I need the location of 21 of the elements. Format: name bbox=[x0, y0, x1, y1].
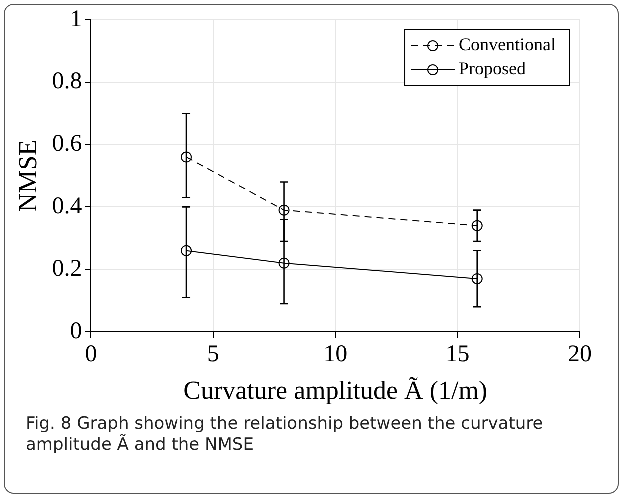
point bbox=[181, 245, 192, 256]
x-tick-label: 20 bbox=[568, 342, 592, 368]
x-axis-title: Curvature amplitude Ã (1/m) bbox=[184, 376, 488, 406]
y-tick-label: 0.6 bbox=[52, 131, 82, 158]
point bbox=[472, 220, 483, 232]
x-tick-label: 15 bbox=[446, 342, 470, 368]
point bbox=[278, 258, 290, 269]
y-tick-label: 0.2 bbox=[52, 256, 82, 282]
point bbox=[472, 273, 483, 284]
point bbox=[278, 204, 290, 216]
y-tick-label: 0 bbox=[70, 318, 82, 344]
legend-label: Conventional bbox=[459, 34, 556, 55]
x-tick-label: 5 bbox=[207, 342, 220, 368]
y-axis-title: NMSE bbox=[13, 140, 42, 212]
x-tick-label: 10 bbox=[324, 342, 348, 368]
legend-label: Proposed bbox=[459, 58, 526, 79]
y-tick-label: 0.4 bbox=[52, 193, 82, 220]
point bbox=[181, 152, 192, 163]
caption: Fig. 8 Graph showing the relationship between the curvature amplitude Ã and the NMSE bbox=[26, 414, 544, 456]
y-tick-label: 1 bbox=[70, 6, 82, 32]
y-tick-label: 0.8 bbox=[52, 68, 82, 95]
